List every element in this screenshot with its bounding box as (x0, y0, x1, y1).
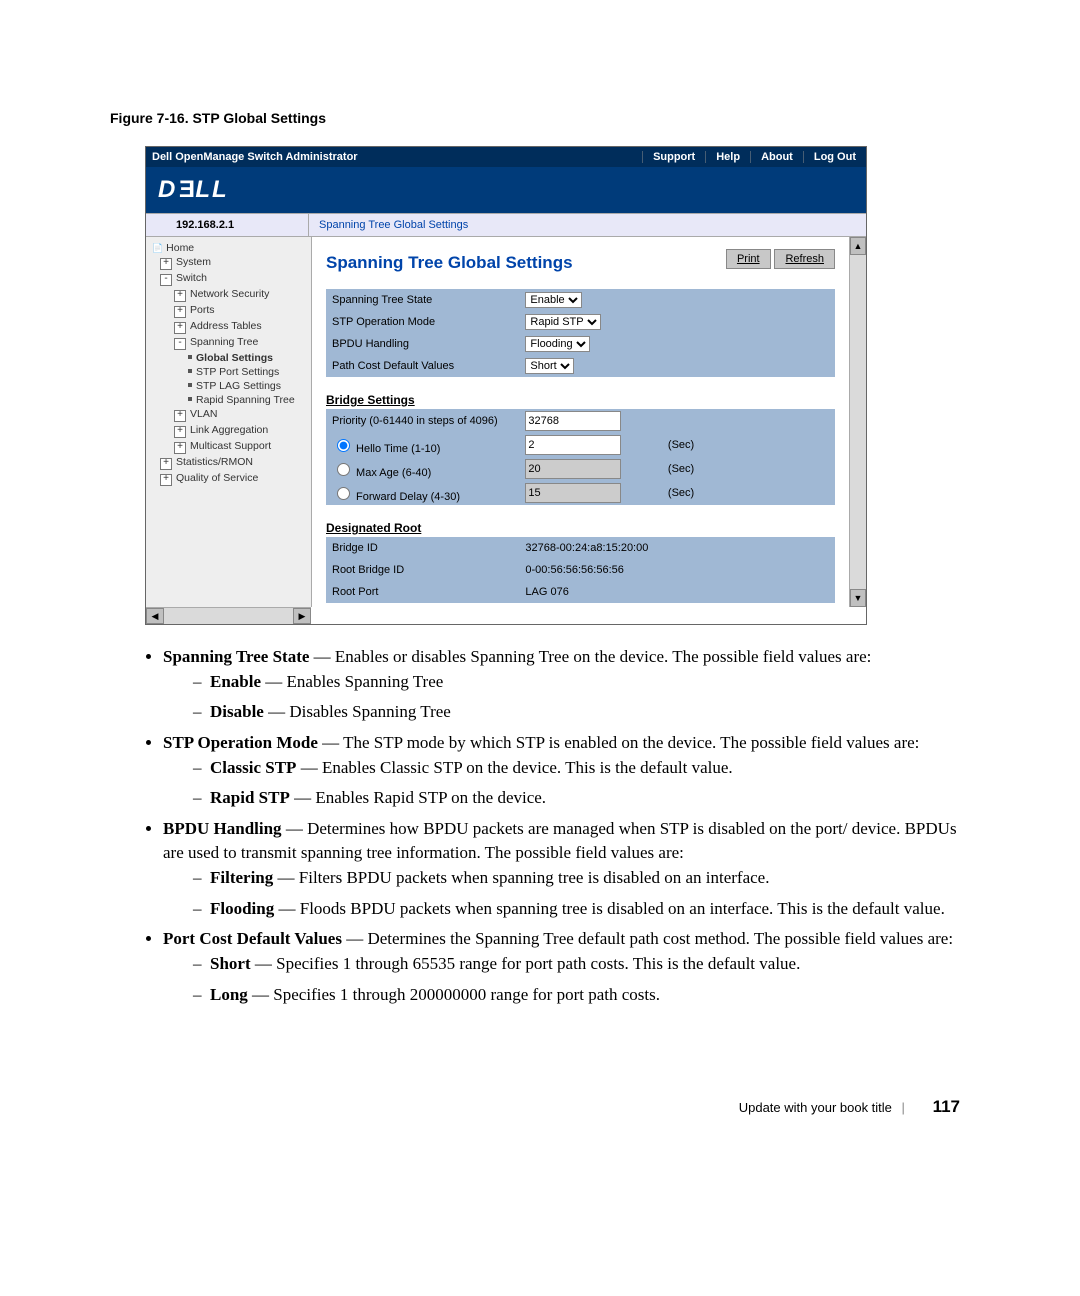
doc-subitem: Flooding — Floods BPDU packets when span… (193, 897, 960, 922)
doc-item: Port Cost Default Values — Determines th… (163, 927, 960, 1007)
scroll-up-icon[interactable]: ▲ (850, 237, 866, 255)
doc-subitem: Long — Specifies 1 through 200000000 ran… (193, 983, 960, 1008)
tree-item[interactable]: -Spanning Tree (146, 335, 311, 351)
tree-item[interactable]: -Switch (146, 271, 311, 287)
setting-select[interactable]: Flooding (525, 336, 590, 352)
vertical-scrollbar[interactable]: ▲ ▼ (849, 237, 866, 607)
screenshot: Dell OpenManage Switch Administrator Sup… (145, 146, 867, 625)
setting-label: Path Cost Default Values (326, 355, 519, 377)
tree-item[interactable]: +Multicast Support (146, 439, 311, 455)
bridge-input[interactable] (525, 483, 621, 503)
scroll-left-icon[interactable]: ◀ (146, 608, 164, 624)
bridge-input[interactable] (525, 435, 621, 455)
bridge-unit: (Sec) (662, 457, 835, 481)
tree-item[interactable]: STP LAG Settings (146, 379, 311, 393)
topbar-nav: Support Help About Log Out (642, 151, 866, 163)
doc-subitem: Classic STP — Enables Classic STP on the… (193, 756, 960, 781)
doc-item: BPDU Handling — Determines how BPDU pack… (163, 817, 960, 922)
content-pane: Spanning Tree Global Settings Print Refr… (312, 237, 849, 607)
bridge-radio[interactable] (337, 463, 350, 476)
root-value: 0-00:56:56:56:56:56 (519, 559, 835, 581)
nav-logout[interactable]: Log Out (803, 151, 866, 163)
tree-item[interactable]: +Ports (146, 303, 311, 319)
path-row: 192.168.2.1 Spanning Tree Global Setting… (146, 213, 866, 237)
documentation-list: Spanning Tree State — Enables or disable… (145, 645, 960, 1007)
sidebar-h-scrollbar[interactable]: ◀ ▶ (146, 607, 311, 624)
doc-subitem: Rapid STP — Enables Rapid STP on the dev… (193, 786, 960, 811)
tree-item[interactable]: +Network Security (146, 287, 311, 303)
setting-label: STP Operation Mode (326, 311, 519, 333)
tree-item[interactable]: Rapid Spanning Tree (146, 393, 311, 407)
bridge-label: Forward Delay (4-30) (326, 481, 519, 505)
setting-select[interactable]: Enable (525, 292, 582, 308)
tree-item[interactable]: Global Settings (146, 351, 311, 365)
nav-about[interactable]: About (750, 151, 803, 163)
settings-table: Spanning Tree State Enable STP Operation M… (326, 289, 835, 377)
scroll-right-icon[interactable]: ▶ (293, 608, 311, 624)
bridge-table: Priority (0-61440 in steps of 4096) Hell… (326, 409, 835, 505)
figure-caption: Figure 7-16. STP Global Settings (110, 110, 990, 126)
bridge-unit (662, 409, 835, 433)
tree-item[interactable]: +Address Tables (146, 319, 311, 335)
tree-item[interactable]: +Statistics/RMON (146, 455, 311, 471)
setting-label: Spanning Tree State (326, 289, 519, 311)
refresh-button[interactable]: Refresh (774, 249, 835, 269)
logo-bar: DELL (146, 167, 866, 213)
bridge-radio[interactable] (337, 487, 350, 500)
bridge-input[interactable] (525, 459, 621, 479)
doc-subitem: Filtering — Filters BPDU packets when sp… (193, 866, 960, 891)
doc-subitem: Enable — Enables Spanning Tree (193, 670, 960, 695)
designated-root-head: Designated Root (326, 521, 835, 535)
ip-address: 192.168.2.1 (146, 214, 309, 236)
doc-item: STP Operation Mode — The STP mode by whi… (163, 731, 960, 811)
setting-label: BPDU Handling (326, 333, 519, 355)
bridge-settings-head: Bridge Settings (326, 393, 835, 407)
sidebar-tree[interactable]: 📄 Home+System-Switch+Network Security+Po… (146, 237, 312, 607)
doc-subitem: Disable — Disables Spanning Tree (193, 700, 960, 725)
root-value: LAG 076 (519, 581, 835, 603)
bridge-label: Max Age (6-40) (326, 457, 519, 481)
bridge-radio[interactable] (337, 439, 350, 452)
nav-help[interactable]: Help (705, 151, 750, 163)
print-button[interactable]: Print (726, 249, 771, 269)
tree-item[interactable]: +System (146, 255, 311, 271)
tree-item[interactable]: 📄 Home (146, 241, 311, 255)
bridge-label: Hello Time (1-10) (326, 433, 519, 457)
setting-select[interactable]: Rapid STP (525, 314, 601, 330)
doc-item: Spanning Tree State — Enables or disable… (163, 645, 960, 725)
root-table: Bridge ID32768-00:24:a8:15:20:00Root Bri… (326, 537, 835, 603)
app-title: Dell OpenManage Switch Administrator (146, 151, 642, 163)
topbar: Dell OpenManage Switch Administrator Sup… (146, 147, 866, 167)
footer-text: Update with your book title (739, 1100, 892, 1115)
tree-item[interactable]: +VLAN (146, 407, 311, 423)
bridge-input[interactable] (525, 411, 621, 431)
scroll-down-icon[interactable]: ▼ (850, 589, 866, 607)
root-label: Root Port (326, 581, 519, 603)
tree-item[interactable]: STP Port Settings (146, 365, 311, 379)
page-footer: Update with your book title | 117 (90, 1097, 990, 1117)
root-label: Bridge ID (326, 537, 519, 559)
bridge-unit: (Sec) (662, 481, 835, 505)
bridge-label: Priority (0-61440 in steps of 4096) (326, 409, 519, 433)
nav-support[interactable]: Support (642, 151, 705, 163)
tree-item[interactable]: +Link Aggregation (146, 423, 311, 439)
root-label: Root Bridge ID (326, 559, 519, 581)
page-number: 117 (933, 1097, 960, 1116)
tree-item[interactable]: +Quality of Service (146, 471, 311, 487)
setting-select[interactable]: Short (525, 358, 574, 374)
doc-subitem: Short — Specifies 1 through 65535 range … (193, 952, 960, 977)
root-value: 32768-00:24:a8:15:20:00 (519, 537, 835, 559)
breadcrumb: Spanning Tree Global Settings (309, 214, 468, 236)
bridge-unit: (Sec) (662, 433, 835, 457)
